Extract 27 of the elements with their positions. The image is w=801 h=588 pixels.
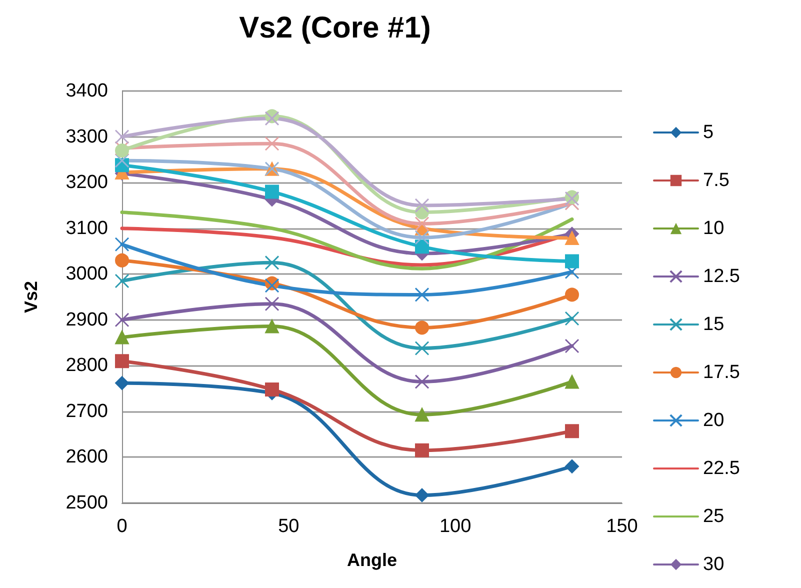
y-tick-label: 2600 (66, 446, 108, 468)
legend-label: 25 (703, 506, 724, 527)
chart-title: Vs2 (Core #1) (239, 12, 431, 44)
legend-label: 7.5 (703, 170, 730, 191)
x-axis-title: Angle (346, 550, 398, 570)
y-tick-label: 2500 (66, 492, 108, 514)
x-tick-label: 50 (278, 516, 300, 537)
y-tick-label: 2800 (66, 355, 108, 376)
y-tick-label: 3100 (66, 218, 108, 239)
legend-label: 30 (703, 554, 724, 575)
y-tick-label: 3000 (66, 264, 108, 285)
y-tick-label: 3200 (66, 172, 108, 194)
y-tick-label: 2700 (66, 400, 108, 422)
y-tick-label: 3400 (66, 80, 108, 102)
legend-label: 15 (703, 314, 724, 335)
x-tick-label: 100 (439, 516, 472, 537)
y-axis-title: Vs2 (21, 280, 41, 314)
legend-label: 5 (703, 122, 714, 143)
legend-label: 10 (703, 218, 724, 239)
x-tick-label: 0 (116, 516, 128, 537)
y-tick-label: 3300 (66, 126, 108, 148)
x-tick-label: 150 (606, 516, 638, 537)
legend-label: 17.5 (703, 362, 740, 383)
legend-label: 12.5 (703, 266, 740, 287)
y-tick-label: 2900 (66, 309, 108, 330)
legend-label: 20 (703, 410, 724, 431)
legend-label: 22.5 (703, 458, 740, 479)
